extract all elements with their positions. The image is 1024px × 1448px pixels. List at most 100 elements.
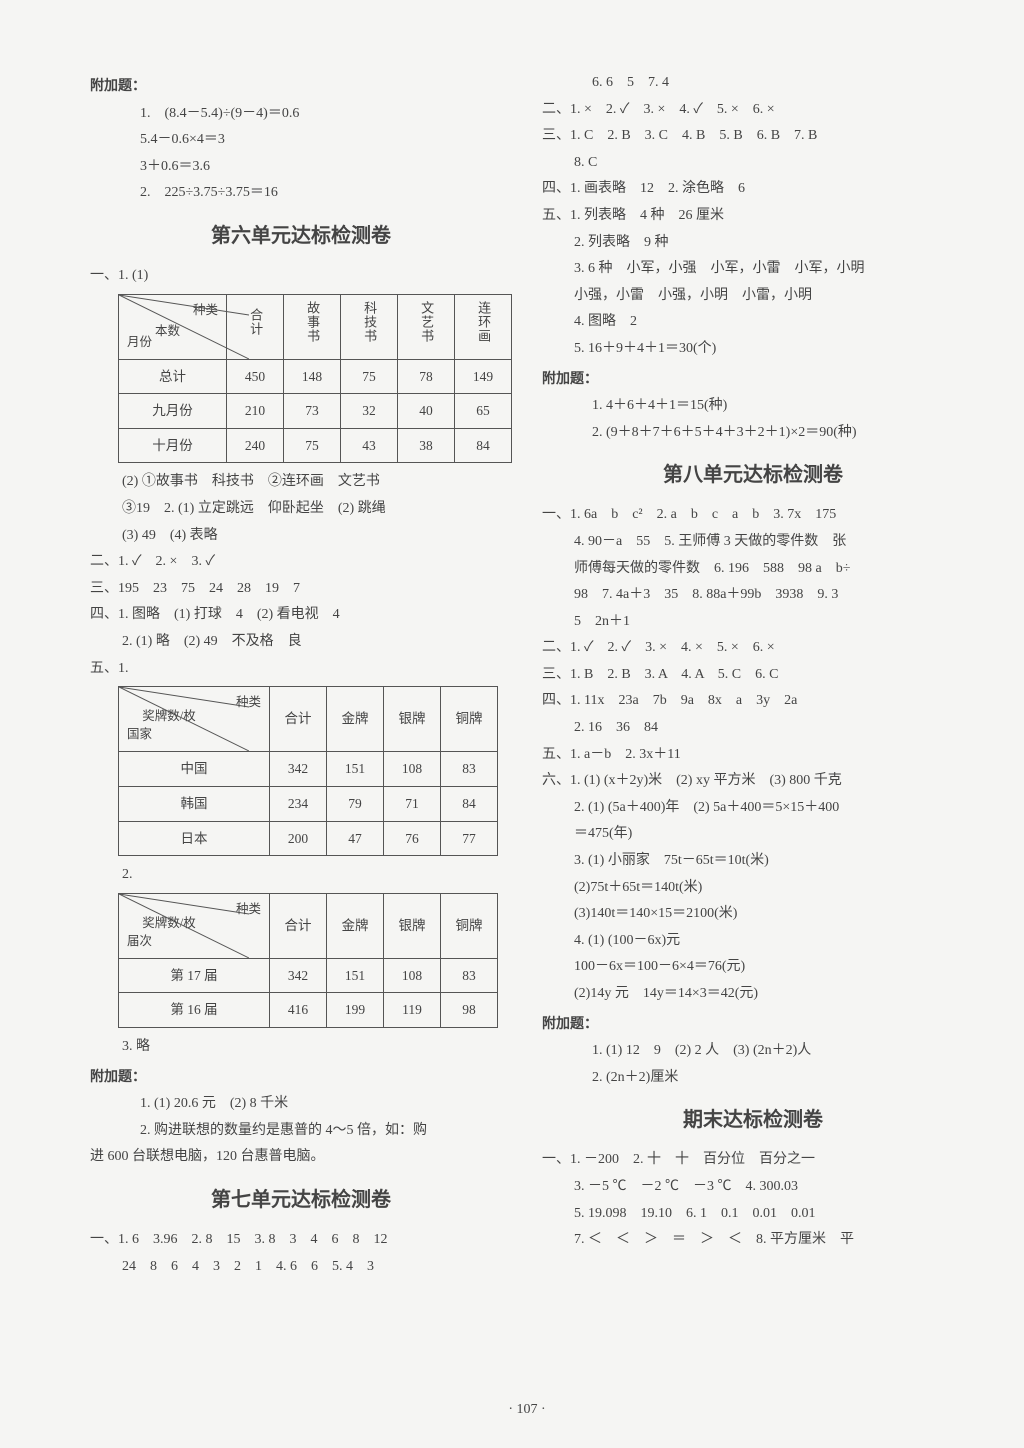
col-head: 金牌 [327, 893, 384, 958]
text: 3. －5 ℃ －2 ℃ －3 ℃ 4. 300.03 [542, 1174, 964, 1201]
text: 四、1. 11x 23a 7b 9a 8x a 3y 2a [542, 688, 964, 715]
table-row: 种类 本数 月份 合计 故事书 科技书 文艺书 连环画 [119, 294, 512, 359]
unit-heading: 期末达标检测卷 [542, 1101, 964, 1139]
table-row: 中国34215110883 [119, 752, 498, 787]
diag-header: 种类 本数 月份 [119, 294, 227, 359]
text: 8. C [542, 150, 964, 177]
text: 三、195 23 75 24 28 19 7 [90, 576, 512, 603]
table-2: 种类 奖牌数/枚 国家 合计 金牌 银牌 铜牌 中国34215110883 韩国… [118, 686, 498, 856]
text: 2. (2n＋2)厘米 [542, 1065, 964, 1092]
text: 二、1. × 2. ✓ 3. × 4. ✓ 5. × 6. × [542, 97, 964, 124]
text: 1. 4＋6＋4＋1＝15(种) [542, 393, 964, 420]
text: 5. 19.098 19.10 6. 1 0.1 0.01 0.01 [542, 1201, 964, 1228]
text: 100－6x＝100－6×4＝76(元) [542, 954, 964, 981]
table-row: 第 16 届41619911998 [119, 993, 498, 1028]
unit-heading: 第七单元达标检测卷 [90, 1181, 512, 1219]
diag-header: 种类 奖牌数/枚 国家 [119, 687, 270, 752]
text: 三、1. C 2. B 3. C 4. B 5. B 6. B 7. B [542, 123, 964, 150]
text: 五、1. a－b 2. 3x＋11 [542, 742, 964, 769]
text: 小强，小雷 小强，小明 小雷，小明 [542, 283, 964, 310]
col-head: 故事书 [284, 294, 341, 359]
diag-top: 种类 [193, 299, 218, 323]
text: 四、1. 图略 (1) 打球 4 (2) 看电视 4 [90, 602, 512, 629]
text: (3) 49 (4) 表略 [90, 523, 512, 550]
text: 2. 购进联想的数量约是惠普的 4～5 倍，如：购 [90, 1118, 512, 1145]
bonus-heading: 附加题： [542, 367, 964, 394]
text: 2. 16 36 84 [542, 715, 964, 742]
col-head: 银牌 [384, 687, 441, 752]
col-head: 银牌 [384, 893, 441, 958]
table-row: 第 17 届34215110883 [119, 958, 498, 993]
text: 3. (1) 小丽家 75t－65t＝10t(米) [542, 848, 964, 875]
text: 四、1. 画表略 12 2. 涂色略 6 [542, 176, 964, 203]
col-head: 科技书 [341, 294, 398, 359]
text: 一、1. 6 3.96 2. 8 15 3. 8 3 4 6 8 12 [90, 1227, 512, 1254]
text: 5 2n＋1 [542, 609, 964, 636]
diag-bot: 届次 [127, 930, 152, 954]
text: (2) ①故事书 科技书 ②连环画 文艺书 [90, 469, 512, 496]
text: ③19 2. (1) 立定跳远 仰卧起坐 (2) 跳绳 [90, 496, 512, 523]
columns: 附加题： 1. (8.4－5.4)÷(9－4)＝0.6 5.4－0.6×4＝3 … [90, 70, 964, 1394]
text: 一、1. (1) [90, 263, 512, 290]
text: 2. [90, 862, 512, 889]
text: 1. (8.4－5.4)÷(9－4)＝0.6 [90, 101, 512, 128]
text: 3＋0.6＝3.6 [90, 154, 512, 181]
right-column: 6. 6 5 7. 4 二、1. × 2. ✓ 3. × 4. ✓ 5. × 6… [542, 70, 964, 1394]
text: 二、1. ✓ 2. × 3. ✓ [90, 549, 512, 576]
text: 五、1. 列表略 4 种 26 厘米 [542, 203, 964, 230]
table-1: 种类 本数 月份 合计 故事书 科技书 文艺书 连环画 总计4501487578… [118, 294, 512, 464]
text: 师傅每天做的零件数 6. 196 588 98 a b÷ [542, 556, 964, 583]
text: 六、1. (1) (x＋2y)米 (2) xy 平方米 (3) 800 千克 [542, 768, 964, 795]
col-head: 合计 [270, 687, 327, 752]
col-head: 金牌 [327, 687, 384, 752]
text: 进 600 台联想电脑，120 台惠普电脑。 [90, 1144, 512, 1171]
left-column: 附加题： 1. (8.4－5.4)÷(9－4)＝0.6 5.4－0.6×4＝3 … [90, 70, 512, 1394]
text: 5. 16＋9＋4＋1＝30(个) [542, 336, 964, 363]
unit-heading: 第六单元达标检测卷 [90, 217, 512, 255]
text: 2. 225÷3.75÷3.75＝16 [90, 180, 512, 207]
diag-bot: 月份 [127, 331, 152, 355]
text: 五、1. [90, 656, 512, 683]
text: (3)140t＝140×15＝2100(米) [542, 901, 964, 928]
text: 3. 6 种 小军，小强 小军，小雷 小军，小明 [542, 256, 964, 283]
text: 7. ＜ ＜ ＞ ＝ ＞ ＜ 8. 平方厘米 平 [542, 1227, 964, 1254]
text: 二、1. ✓ 2. ✓ 3. × 4. × 5. × 6. × [542, 635, 964, 662]
diag-bot: 国家 [127, 723, 152, 747]
table-row: 九月份21073324065 [119, 394, 512, 429]
text: (2)75t＋65t＝140t(米) [542, 875, 964, 902]
text: 98 7. 4a＋3 35 8. 88a＋99b 3938 9. 3 [542, 582, 964, 609]
col-head: 铜牌 [441, 687, 498, 752]
unit-heading: 第八单元达标检测卷 [542, 456, 964, 494]
bonus-heading: 附加题： [90, 1065, 512, 1092]
text: 3. 略 [90, 1034, 512, 1061]
diag-top: 种类 [236, 691, 261, 715]
table-row: 日本200477677 [119, 821, 498, 856]
col-head: 铜牌 [441, 893, 498, 958]
text: 4. 90－a 55 5. 王师傅 3 天做的零件数 张 [542, 529, 964, 556]
text: (2)14y 元 14y＝14×3＝42(元) [542, 981, 964, 1008]
col-head: 文艺书 [398, 294, 455, 359]
text: 24 8 6 4 3 2 1 4. 6 6 5. 4 3 [90, 1254, 512, 1281]
table-row: 种类 奖牌数/枚 国家 合计 金牌 银牌 铜牌 [119, 687, 498, 752]
table-row: 总计4501487578149 [119, 359, 512, 394]
text: 一、1. －200 2. 十 十 百分位 百分之一 [542, 1147, 964, 1174]
bonus-heading: 附加题： [542, 1012, 964, 1039]
table-row: 韩国234797184 [119, 786, 498, 821]
text: 5.4－0.6×4＝3 [90, 127, 512, 154]
page: 附加题： 1. (8.4－5.4)÷(9－4)＝0.6 5.4－0.6×4＝3 … [0, 0, 1024, 1448]
text: 2. (1) 略 (2) 49 不及格 良 [90, 629, 512, 656]
text: 2. (9＋8＋7＋6＋5＋4＋3＋2＋1)×2＝90(种) [542, 420, 964, 447]
text: 1. (1) 12 9 (2) 2 人 (3) (2n＋2)人 [542, 1038, 964, 1065]
text: 一、1. 6a b c² 2. a b c a b 3. 7x 175 [542, 502, 964, 529]
text: 4. 图略 2 [542, 309, 964, 336]
diag-top: 种类 [236, 898, 261, 922]
table-row: 种类 奖牌数/枚 届次 合计 金牌 银牌 铜牌 [119, 893, 498, 958]
table-row: 十月份24075433884 [119, 428, 512, 463]
text: 2. 列表略 9 种 [542, 230, 964, 257]
text: 4. (1) (100－6x)元 [542, 928, 964, 955]
col-head: 连环画 [455, 294, 512, 359]
diag-header: 种类 奖牌数/枚 届次 [119, 893, 270, 958]
text: 三、1. B 2. B 3. A 4. A 5. C 6. C [542, 662, 964, 689]
text: 1. (1) 20.6 元 (2) 8 千米 [90, 1091, 512, 1118]
bonus-heading: 附加题： [90, 74, 512, 101]
